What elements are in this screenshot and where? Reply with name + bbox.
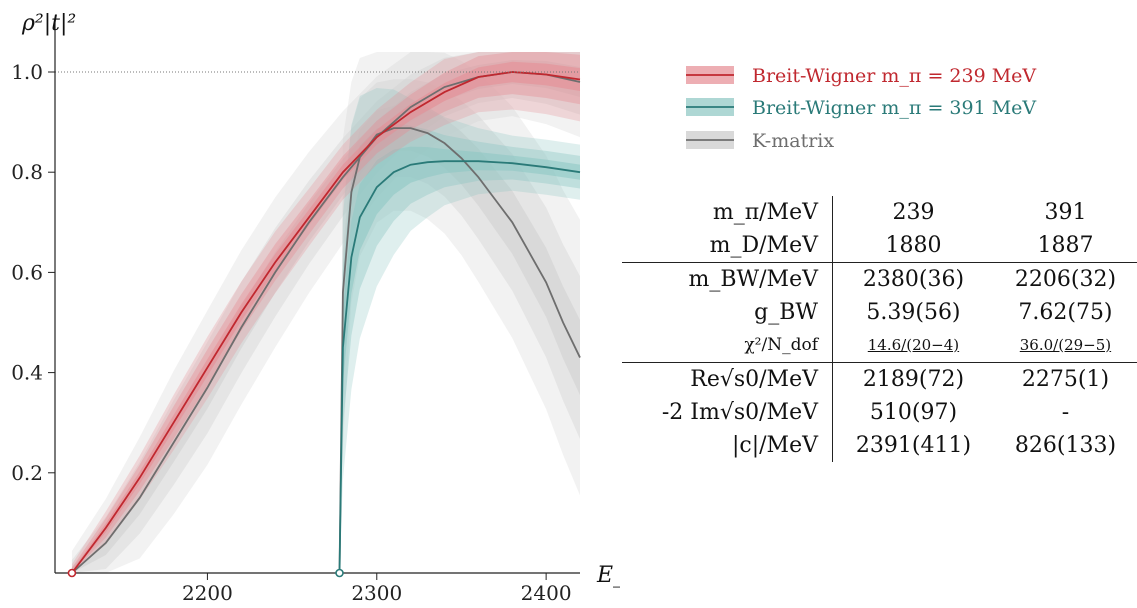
- row-label: Re√s0/MeV: [622, 362, 833, 396]
- row-label: χ²/N_dof: [622, 329, 833, 363]
- row-label: m_D/MeV: [622, 229, 833, 263]
- cell-value: 5.39(56): [866, 300, 961, 325]
- bw391-line: [338, 160, 581, 574]
- legend-item-bw-239: Breit-Wigner m_π = 239 MeV: [686, 65, 1036, 87]
- y-tick-label: 0.4: [11, 361, 43, 385]
- y-tick-label: 0.2: [11, 461, 43, 485]
- kmatrix-segment-0-band: [71, 51, 580, 573]
- kmatrix-segment-1-band: [339, 105, 580, 573]
- table-row: m_BW/MeV 2380(36) 2206(32): [622, 262, 1137, 296]
- kmatrix-segment-1-band: [339, 79, 580, 574]
- cell-value: 2391(411): [855, 433, 972, 458]
- bw239-line: [71, 71, 581, 574]
- legend-item-bw-391: Breit-Wigner m_π = 391 MeV: [686, 97, 1036, 119]
- table-row: g_BW 5.39(56) 7.62(75): [622, 296, 1137, 329]
- row-label: |c|/MeV: [622, 429, 833, 462]
- table-row: Re√s0/MeV 2189(72) 2275(1): [622, 362, 1137, 396]
- cell-value: 36.0/(29−5): [1019, 336, 1112, 354]
- uncertainty-bands: [71, 51, 580, 574]
- table-row: χ²/N_dof 14.6/(20−4) 36.0/(29−5): [622, 329, 1137, 363]
- threshold-markers: [67, 568, 344, 578]
- axis-ticks: 0.2 0.4 0.6 0.8 1.0 2200 2300 2400: [11, 60, 571, 605]
- chart: 0.2 0.4 0.6 0.8 1.0 2200 2300 2400 ρ²|t|² E_cm/…: [11, 11, 620, 605]
- x-tick-label: 2300: [351, 581, 402, 605]
- x-tick-label: 2400: [521, 581, 572, 605]
- parameter-table: m_π/MeV 239 391 m_D/MeV 1880 1887 m_BW/M…: [622, 196, 1137, 462]
- cell-value: 239: [892, 200, 935, 225]
- bw391-band: [339, 146, 580, 574]
- cell-value: -: [1061, 400, 1070, 425]
- row-label: m_BW/MeV: [622, 262, 833, 296]
- cell-value: 2275(1): [993, 362, 1137, 396]
- table-row: m_π/MeV 239 391: [622, 196, 1137, 229]
- bw391-band: [339, 88, 580, 574]
- cell-value: 510(97): [869, 400, 958, 425]
- cell-value: 14.6/(20−4): [867, 336, 960, 354]
- legend-label-bw-239: Breit-Wigner m_π = 239 MeV: [752, 65, 1036, 87]
- cell-value: 1887: [1037, 233, 1094, 258]
- kmatrix-segment-0-band: [71, 51, 580, 573]
- kmatrix-segment-1-line: [338, 127, 581, 574]
- legend: Breit-Wigner m_π = 239 MeV Breit-Wigner …: [686, 65, 1036, 152]
- series-lines: [71, 71, 581, 574]
- legend-item-kmatrix: K-matrix: [686, 130, 834, 152]
- table-row: m_D/MeV 1880 1887: [622, 229, 1137, 263]
- row-label: g_BW: [622, 296, 833, 329]
- x-axis-label: E_cm/MeV: [596, 563, 620, 588]
- cell-value: 2189(72): [832, 362, 994, 396]
- y-axis-label: ρ²|t|²: [21, 11, 76, 36]
- threshold-marker-bw391: [335, 568, 344, 578]
- y-tick-label: 1.0: [11, 60, 43, 84]
- legend-label-kmatrix: K-matrix: [752, 130, 834, 152]
- cell-value: 826(133): [1014, 433, 1117, 458]
- cell-value: 2380(36): [832, 262, 994, 296]
- x-tick-label: 2200: [182, 581, 233, 605]
- y-tick-label: 0.8: [11, 160, 43, 184]
- cell-value: 391: [1044, 200, 1087, 225]
- y-tick-label: 0.6: [11, 260, 43, 284]
- table-row: |c|/MeV 2391(411) 826(133): [622, 429, 1137, 462]
- cell-value: 2206(32): [993, 262, 1137, 296]
- row-label: m_π/MeV: [622, 196, 833, 229]
- legend-label-bw-391: Breit-Wigner m_π = 391 MeV: [752, 97, 1036, 119]
- threshold-marker-bw239: [67, 568, 77, 578]
- table-row: -2 Im√s0/MeV 510(97) -: [622, 396, 1137, 429]
- cell-value: 1880: [885, 233, 942, 258]
- row-label: -2 Im√s0/MeV: [622, 396, 833, 429]
- cell-value: 7.62(75): [1018, 300, 1113, 325]
